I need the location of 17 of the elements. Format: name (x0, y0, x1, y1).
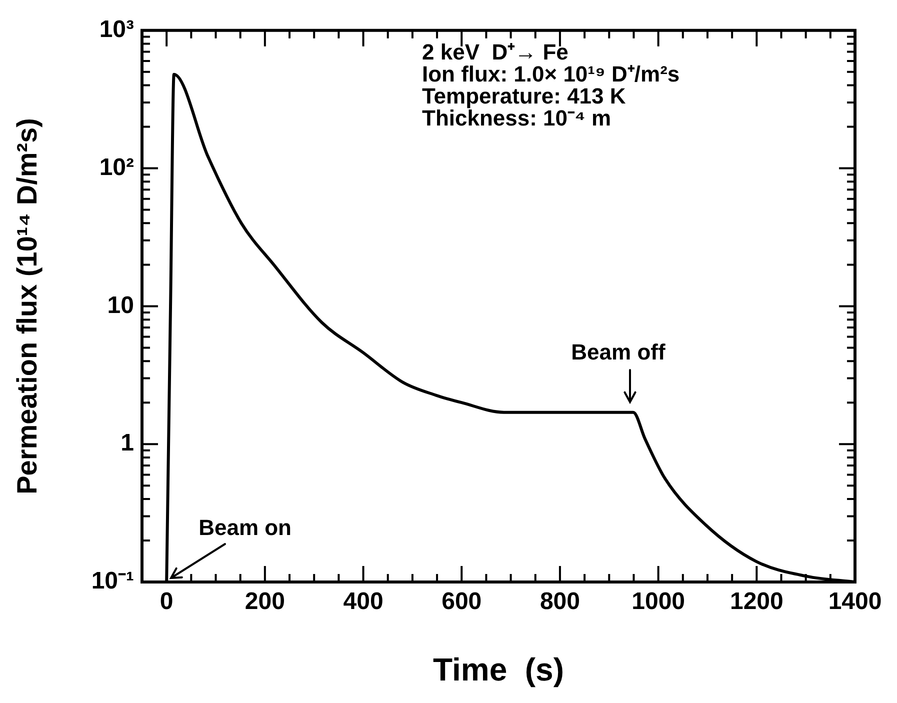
x-tick-label: 1400 (828, 588, 882, 616)
y-tick-label: 10² (99, 154, 134, 181)
y-axis-title: Permeation flux (10¹⁴ D/m²s) (12, 118, 43, 494)
x-tick-label: 800 (540, 588, 580, 616)
x-tick-label: 1000 (632, 588, 686, 616)
y-tick-label: 10⁻¹ (91, 568, 134, 595)
y-tick-label: 10 (107, 292, 134, 319)
x-axis-title: Time (s) (433, 652, 564, 688)
x-tick-label: 600 (442, 588, 482, 616)
y-tick-label: 1 (120, 430, 134, 457)
x-tick-label: 200 (244, 588, 285, 616)
y-tick-label: 10³ (99, 16, 134, 44)
annotation: Beam on (198, 515, 292, 540)
annotation: Beam off (571, 339, 666, 364)
x-tick-label: 400 (343, 588, 384, 616)
x-tick-label: 1200 (730, 588, 784, 616)
x-tick-label: 0 (160, 588, 174, 616)
